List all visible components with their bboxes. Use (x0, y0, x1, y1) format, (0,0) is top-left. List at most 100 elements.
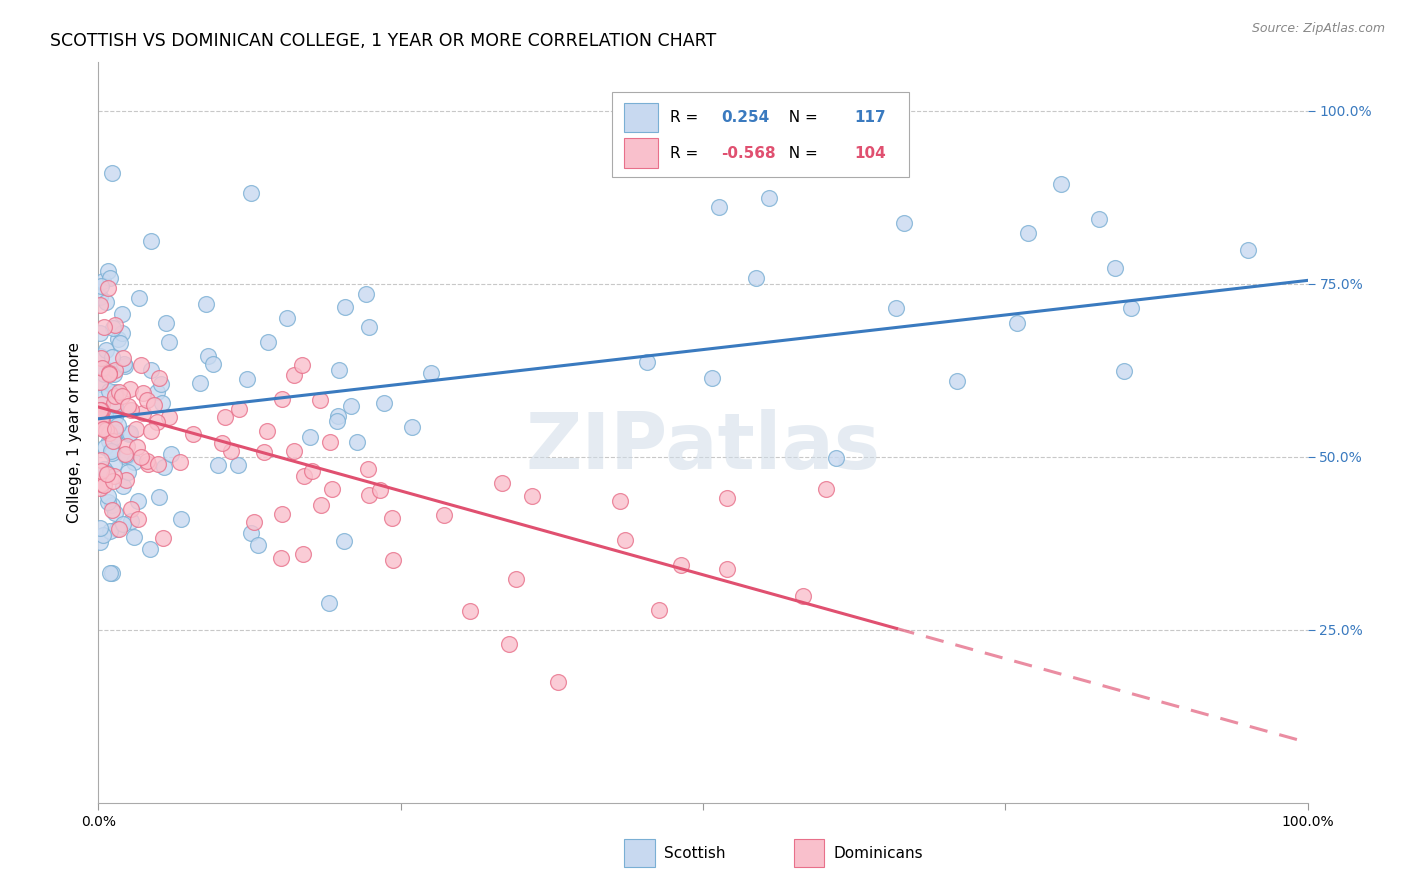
Point (93, 319, 115, 334)
Point (89, 534, 111, 549)
Point (271, 392, 294, 406)
Point (93, 273, 115, 287)
Point (100, 442, 122, 456)
Point (120, 403, 142, 417)
Point (90, 464, 112, 478)
Point (91, 413, 114, 427)
Point (97, 434, 120, 449)
Point (98, 566, 121, 580)
Text: R =: R = (671, 110, 703, 125)
Point (104, 363, 127, 377)
Point (127, 512, 149, 526)
Point (111, 389, 134, 403)
Point (340, 399, 363, 413)
Point (758, 190, 780, 204)
Point (152, 459, 174, 474)
Point (716, 562, 738, 576)
Text: ZIPatlas: ZIPatlas (526, 409, 880, 485)
Point (104, 425, 127, 440)
Text: Scottish: Scottish (664, 846, 725, 861)
Point (97, 495, 120, 509)
Point (157, 335, 180, 350)
Point (127, 493, 149, 508)
Point (1236, 243, 1258, 257)
Point (97, 264, 120, 278)
Point (104, 385, 127, 400)
Point (104, 389, 127, 403)
Point (117, 427, 139, 442)
Point (160, 447, 183, 461)
Point (107, 417, 129, 432)
Point (105, 523, 128, 537)
Point (97, 367, 120, 381)
Point (491, 476, 513, 491)
Point (228, 402, 250, 417)
Point (90, 402, 112, 417)
Point (291, 547, 314, 561)
Point (792, 589, 814, 603)
Point (115, 439, 138, 453)
Point (211, 435, 233, 450)
Point (101, 503, 124, 517)
Point (1050, 177, 1073, 191)
Point (893, 215, 915, 229)
Point (129, 450, 152, 464)
Point (98, 271, 121, 285)
Point (93, 360, 115, 375)
Point (239, 186, 262, 201)
Point (1005, 316, 1028, 330)
Point (240, 525, 263, 540)
Point (276, 310, 298, 325)
Point (120, 514, 142, 528)
Point (195, 297, 218, 311)
Point (111, 326, 134, 340)
Point (669, 558, 692, 573)
Point (270, 551, 292, 566)
Point (90, 453, 112, 467)
Point (825, 450, 848, 465)
Point (103, 409, 125, 424)
Text: Dominicans: Dominicans (834, 846, 924, 861)
Point (169, 455, 191, 469)
Point (226, 458, 249, 472)
Point (609, 494, 631, 508)
Point (100, 444, 122, 458)
FancyBboxPatch shape (613, 92, 908, 178)
Point (94, 440, 117, 454)
Point (94, 343, 117, 357)
Point (373, 396, 395, 410)
Point (420, 366, 443, 380)
Point (401, 420, 423, 434)
Point (104, 421, 127, 435)
Point (142, 398, 165, 412)
Point (89, 298, 111, 312)
Point (155, 316, 177, 330)
Text: N =: N = (779, 110, 823, 125)
Point (89, 481, 111, 495)
Point (207, 458, 229, 473)
Point (236, 371, 259, 385)
Point (271, 507, 294, 521)
Point (110, 335, 132, 350)
Point (136, 392, 159, 407)
Point (89, 403, 111, 417)
Point (359, 320, 381, 334)
Point (111, 351, 134, 366)
Point (326, 414, 349, 428)
Point (90, 390, 112, 404)
Point (93, 422, 115, 436)
Point (636, 355, 658, 369)
Point (103, 457, 125, 471)
Point (89, 412, 111, 426)
Point (381, 511, 404, 525)
Point (89, 290, 111, 304)
Point (335, 300, 357, 314)
Point (112, 479, 135, 493)
Point (157, 410, 180, 425)
Point (700, 370, 723, 384)
Point (219, 444, 242, 458)
Point (120, 502, 142, 516)
Point (100, 499, 122, 513)
Point (292, 469, 315, 483)
Point (122, 455, 145, 469)
